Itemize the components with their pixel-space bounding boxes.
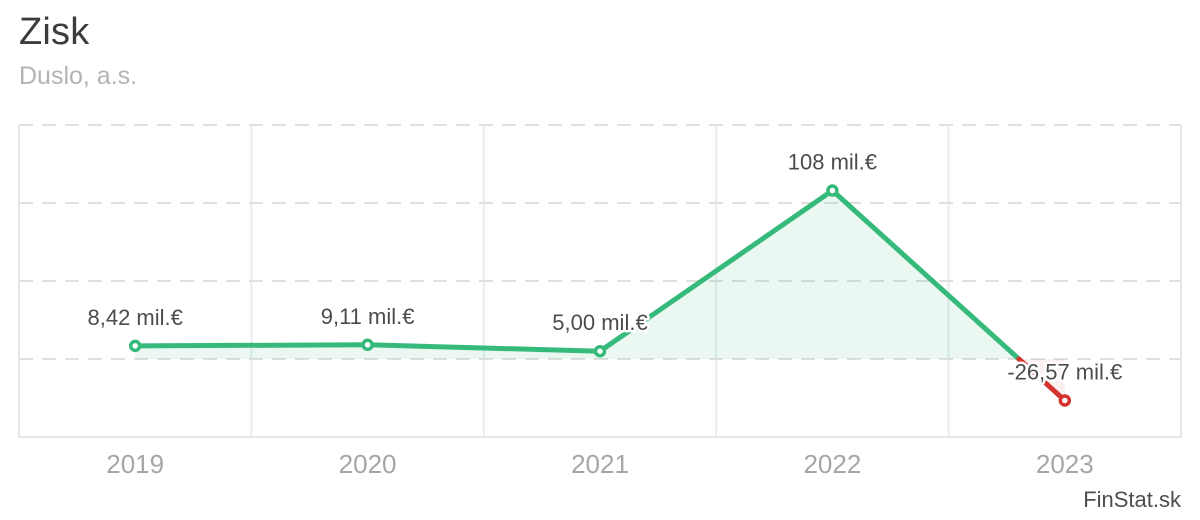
data-point-2023[interactable] [1058,394,1072,407]
x-axis-label-2020: 2020 [339,449,397,479]
x-axis-label-2023: 2023 [1036,449,1094,479]
chart-title: Zisk [19,11,90,53]
chart-subtitle: Duslo, a.s. [19,62,138,90]
data-label-2021: 5,00 mil.€ [552,310,647,335]
data-point-2022[interactable] [826,184,839,197]
x-axis-label-2022: 2022 [803,449,861,479]
x-axis-label-2021: 2021 [571,449,629,479]
data-label-2022: 108 mil.€ [788,150,877,175]
data-point-2020[interactable] [361,338,374,352]
data-label-2020: 9,11 mil.€ [321,304,415,329]
finstat-watermark-link[interactable]: FinStat.sk [1083,487,1181,512]
data-label-2023: -26,57 mil.€ [1007,359,1122,384]
data-label-2019: 8,42 mil.€ [88,305,183,330]
x-axis-label-2019: 2019 [106,449,164,479]
series-line-negative [1016,356,1068,403]
data-point-2021[interactable] [593,344,607,358]
area-fill-positive [135,190,1019,359]
data-point-2019[interactable] [128,339,142,353]
